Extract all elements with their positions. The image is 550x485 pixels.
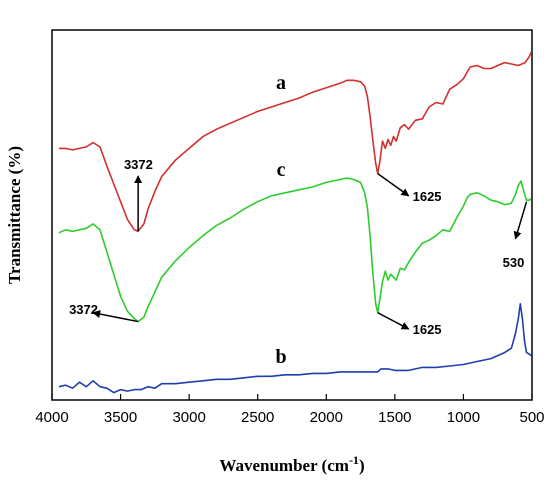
x-axis-title: Wavenumber (cm-1) xyxy=(219,453,364,475)
plot-frame xyxy=(51,29,533,401)
x-tick-label: 1500 xyxy=(378,409,411,426)
annotation-arrow xyxy=(513,201,528,240)
x-tick-label: 3500 xyxy=(104,409,137,426)
x-tick-label: 3000 xyxy=(172,409,205,426)
annotation-arrow xyxy=(92,310,139,323)
x-tick-label: 500 xyxy=(519,409,544,426)
series-a-line xyxy=(58,51,533,233)
annotation-arrow xyxy=(377,312,410,330)
series-c-line xyxy=(58,177,532,323)
annotation-label: 1625 xyxy=(413,189,442,204)
annotation-arrow xyxy=(377,172,410,197)
series-label-a: a xyxy=(276,72,286,94)
y-axis-title: Transmittance (%) xyxy=(5,146,24,284)
x-axis-ticks: 4000 3500 3000 2500 2000 1500 1000 500 xyxy=(35,394,545,426)
series-label-b: b xyxy=(275,346,286,368)
annotation-label: 1625 xyxy=(413,322,442,337)
annotation-label: 3372 xyxy=(69,302,98,317)
series-labels: a c b xyxy=(275,72,286,368)
annotation-label: 3372 xyxy=(124,157,153,172)
series-b-line xyxy=(58,303,532,394)
x-tick-label: 2500 xyxy=(241,409,274,426)
spectra xyxy=(58,51,533,394)
annotation-label: 530 xyxy=(503,255,525,270)
annotations: 3372 1625 3372 1625 530 xyxy=(69,157,528,337)
x-tick-label: 1000 xyxy=(447,409,480,426)
series-label-c: c xyxy=(277,159,286,181)
x-tick-label: 4000 xyxy=(35,409,68,426)
x-tick-label: 2000 xyxy=(310,409,343,426)
